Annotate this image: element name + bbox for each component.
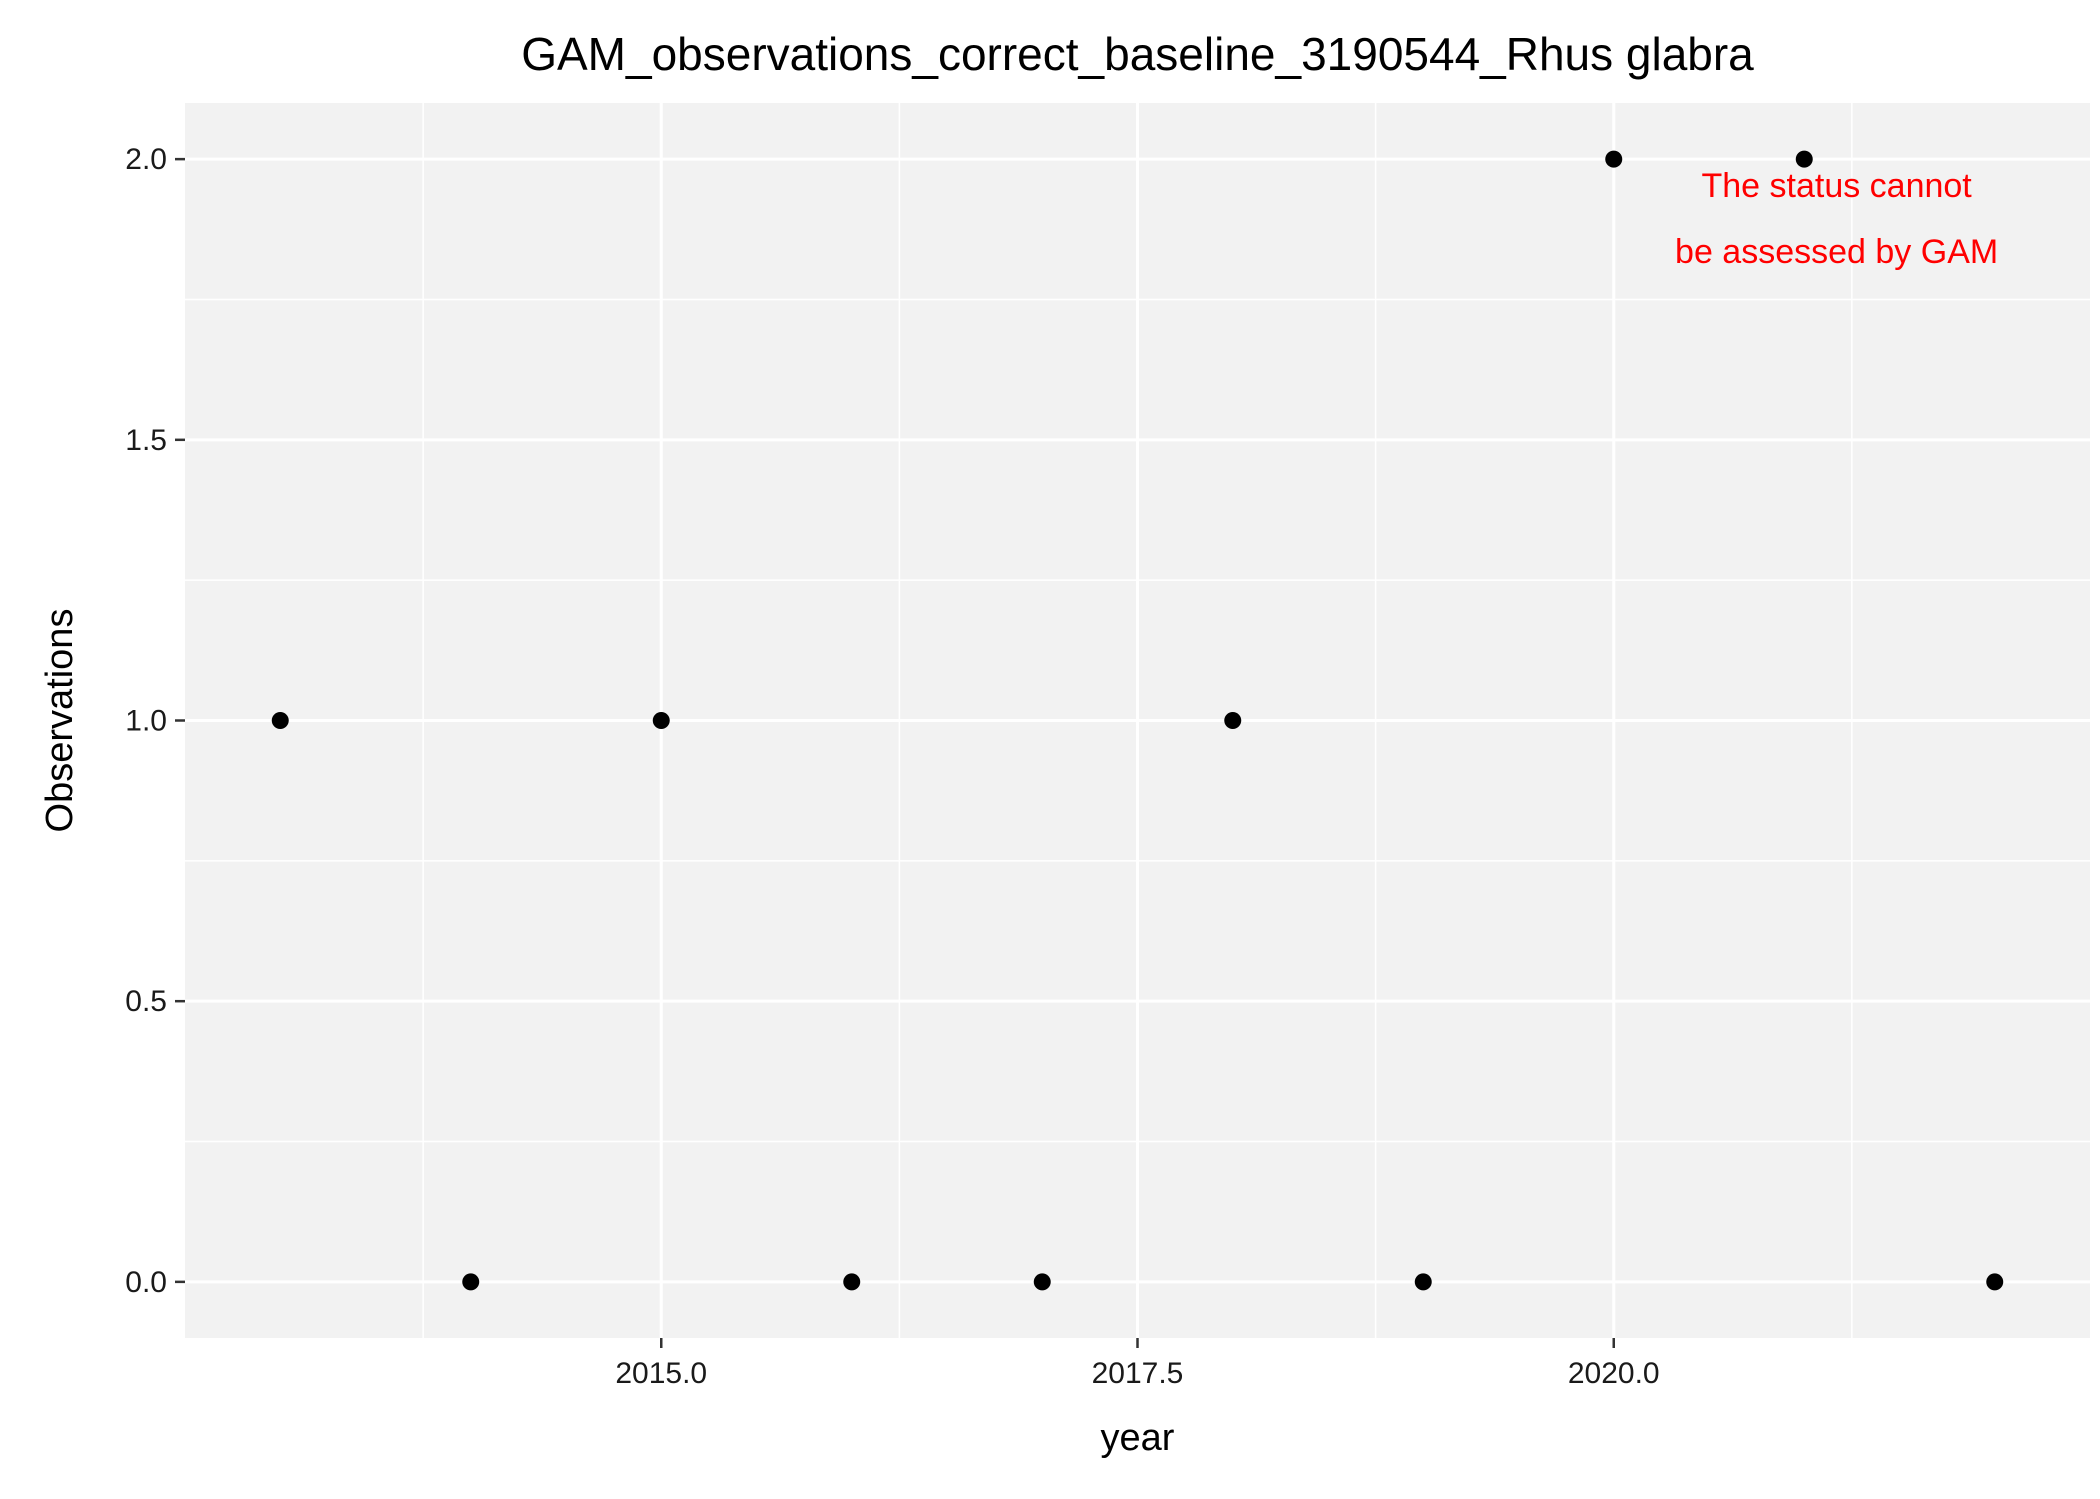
chart-title: GAM_observations_correct_baseline_319054…	[521, 28, 1754, 80]
data-point	[1224, 712, 1242, 729]
annotation-line: The status cannot	[1701, 167, 1972, 205]
y-tick-label: 1.5	[125, 424, 167, 457]
y-tick-label: 0.5	[125, 985, 167, 1018]
y-axis: 0.0 0.5 1.0 1.5 2.0	[125, 143, 185, 1299]
data-point	[1033, 1273, 1051, 1291]
data-point	[462, 1273, 480, 1291]
data-point	[843, 1273, 861, 1291]
data-point	[271, 712, 289, 729]
x-axis: 2015.0 2017.5 2020.0	[615, 1338, 1660, 1390]
x-tick-label: 2017.5	[1092, 1357, 1184, 1390]
y-tick-label: 1.0	[125, 705, 167, 738]
data-point	[652, 712, 670, 729]
y-tick-label: 0.0	[125, 1266, 167, 1299]
data-point	[1986, 1273, 2004, 1291]
data-point	[1605, 150, 1623, 168]
major-gridlines	[185, 103, 2090, 1338]
data-point	[1414, 1273, 1432, 1291]
status-annotation: The status cannot be assessed by GAM	[1675, 167, 1998, 271]
x-tick-label: 2020.0	[1568, 1357, 1660, 1390]
data-points	[271, 150, 2004, 1291]
data-point	[1795, 150, 1813, 168]
y-axis-title: Observations	[39, 609, 81, 833]
annotation-line: be assessed by GAM	[1675, 233, 1998, 271]
x-tick-label: 2015.0	[615, 1357, 707, 1390]
x-axis-title: year	[1101, 1417, 1175, 1459]
y-tick-label: 2.0	[125, 143, 167, 176]
